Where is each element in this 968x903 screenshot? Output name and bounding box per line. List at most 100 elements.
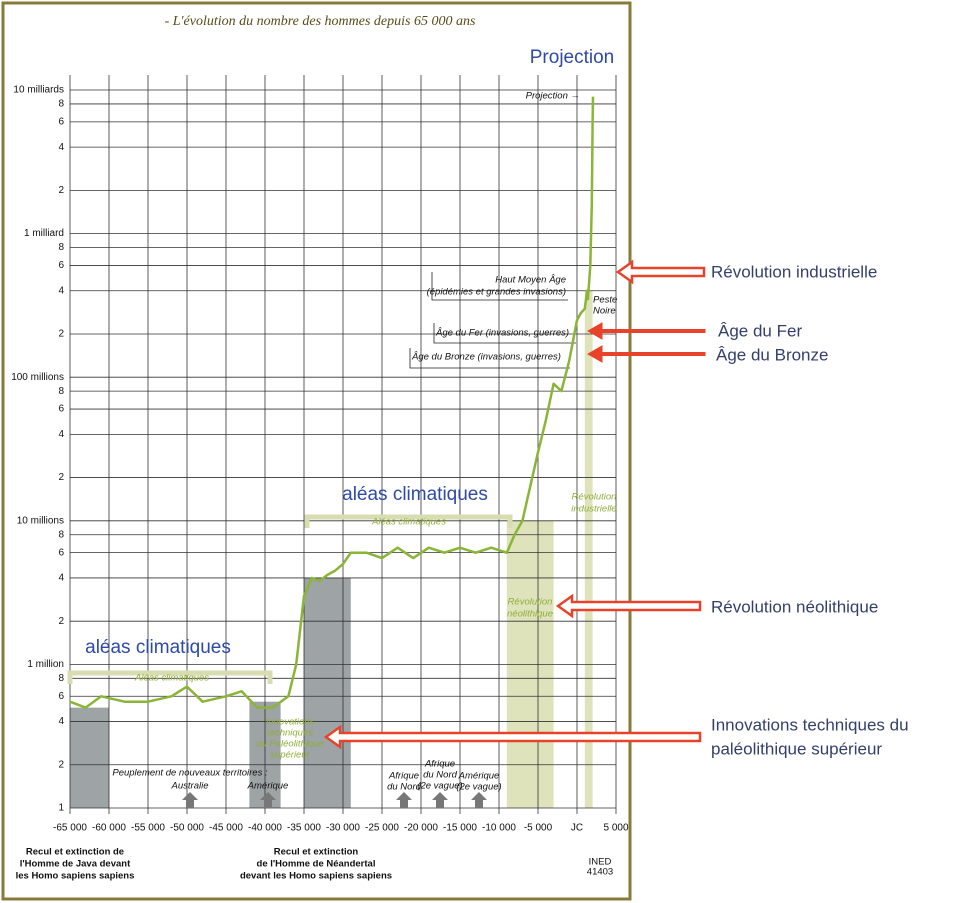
y-tick-label: 6 bbox=[58, 547, 64, 558]
annotation: Aléas climatiques bbox=[371, 517, 446, 528]
annotation: (2e vague) bbox=[456, 782, 501, 793]
y-tick-label: 6 bbox=[58, 116, 64, 127]
annotation: l'Homme de Java devant bbox=[20, 859, 131, 870]
y-tick-label: 1 million bbox=[27, 659, 64, 670]
annotation: les Homo sapiens sapiens bbox=[16, 871, 135, 882]
annotation: Projection → bbox=[526, 91, 580, 102]
annotation: Innovations bbox=[266, 717, 315, 728]
y-tick-label: 8 bbox=[58, 673, 64, 684]
y-tick-label: 8 bbox=[58, 386, 64, 397]
y-tick-label: 2 bbox=[58, 185, 64, 196]
callout-label: Innovations techniques du bbox=[711, 715, 909, 734]
y-tick-label: 1 bbox=[58, 803, 64, 814]
y-tick-label: 6 bbox=[58, 691, 64, 702]
x-tick-label: -50 000 bbox=[170, 823, 204, 834]
y-tick-label: 100 millions bbox=[11, 372, 64, 383]
decorations bbox=[67, 259, 706, 808]
x-tick-label: -30 000 bbox=[326, 823, 360, 834]
x-tick-label: -65 000 bbox=[53, 823, 87, 834]
y-tick-label: 4 bbox=[58, 716, 64, 727]
y-tick-label: 10 milliards bbox=[13, 85, 64, 96]
red-arrow bbox=[323, 724, 702, 750]
annotation: industrielle bbox=[571, 504, 616, 515]
pointer-line bbox=[431, 272, 568, 301]
red-arrow bbox=[586, 345, 706, 363]
annotation: Noire bbox=[593, 306, 616, 317]
y-tick-label: 2 bbox=[58, 759, 64, 770]
y-tick-label: 4 bbox=[58, 429, 64, 440]
pointer-line bbox=[433, 323, 576, 344]
annotation: techniques bbox=[267, 728, 313, 739]
y-tick-label: 4 bbox=[58, 285, 64, 296]
y-tick-label: 10 millions bbox=[17, 515, 64, 526]
annotation: Amérique bbox=[247, 781, 289, 792]
x-tick-label: -20 000 bbox=[404, 823, 438, 834]
y-tick-label: 6 bbox=[58, 404, 64, 415]
x-tick-label: -5 000 bbox=[524, 823, 553, 834]
annotation: de l'Homme de Néandertal bbox=[257, 859, 376, 870]
annotation: Afrique bbox=[388, 771, 419, 782]
annotation: Australie bbox=[171, 781, 209, 792]
annotation: INED bbox=[589, 857, 612, 868]
x-tick-label: -55 000 bbox=[131, 823, 165, 834]
x-tick-label: -45 000 bbox=[209, 823, 243, 834]
y-tick-label: 2 bbox=[58, 472, 64, 483]
callout-label: paléolithique supérieur bbox=[711, 739, 882, 758]
migration-arrow bbox=[260, 792, 276, 808]
callout-label: aléas climatiques bbox=[342, 484, 488, 505]
annotation: Recul et extinction de bbox=[26, 847, 124, 858]
annotation: Révolution bbox=[508, 597, 553, 608]
red-arrow bbox=[615, 259, 706, 285]
x-tick-label: -15 000 bbox=[443, 823, 477, 834]
annotation: du Nord bbox=[423, 770, 458, 781]
period-band bbox=[584, 290, 593, 809]
annotation: du Paléolithique bbox=[256, 739, 324, 750]
x-tick-label: -35 000 bbox=[287, 823, 321, 834]
callout-label: aléas climatiques bbox=[85, 637, 231, 658]
y-tick-label: 8 bbox=[58, 529, 64, 540]
migration-arrow bbox=[182, 792, 198, 808]
annotation: Afrique bbox=[424, 759, 455, 770]
x-tick-label: -40 000 bbox=[248, 823, 282, 834]
migration-arrow bbox=[396, 792, 412, 808]
y-tick-label: 1 milliard bbox=[24, 228, 64, 239]
chart-title: - L'évolution du nombre des hommes depui… bbox=[165, 14, 476, 29]
annotation: 41403 bbox=[587, 867, 613, 878]
y-tick-label: 2 bbox=[58, 329, 64, 340]
y-tick-label: 8 bbox=[58, 242, 64, 253]
annotation: Peste bbox=[593, 295, 617, 306]
annotation: Aléas climatiques bbox=[134, 673, 209, 684]
grid bbox=[69, 75, 617, 814]
annotations: 1 2 4 6 8 1 million 2 4 6 8 10 millions 2 4 6 8 100 mil… bbox=[11, 47, 908, 882]
annotation: Âge du Fer (invasions, guerres) bbox=[435, 328, 569, 339]
period-band bbox=[304, 577, 351, 808]
annotation: néolithique bbox=[507, 609, 553, 620]
red-arrow bbox=[586, 322, 706, 340]
annotation: du Nord bbox=[387, 782, 422, 793]
annotation: devant les Homo sapiens sapiens bbox=[240, 871, 392, 882]
population-line bbox=[69, 96, 595, 709]
annotation: supérieur bbox=[270, 750, 310, 761]
annotation: Révolution bbox=[572, 492, 617, 503]
callout-label: Projection bbox=[530, 47, 615, 68]
annotation: Amérique bbox=[458, 771, 500, 782]
x-tick-label: JC bbox=[571, 823, 583, 834]
red-arrow bbox=[555, 593, 702, 619]
annotation: (2e vague) bbox=[417, 781, 462, 792]
pointer-line bbox=[409, 348, 570, 369]
annotation: Recul et extinction bbox=[274, 847, 359, 858]
series bbox=[69, 96, 595, 709]
y-tick-label: 4 bbox=[58, 142, 64, 153]
annotation: Haut Moyen Âge bbox=[495, 275, 566, 286]
callout-label: Âge du Fer bbox=[718, 321, 802, 340]
bracket bbox=[67, 670, 273, 684]
x-tick-label: 5 000 bbox=[603, 823, 628, 834]
migration-arrow bbox=[471, 792, 487, 808]
x-tick-label: -25 000 bbox=[365, 823, 399, 834]
y-tick-label: 2 bbox=[58, 616, 64, 627]
bracket bbox=[304, 514, 513, 528]
annotation: (épidémies et grandes invasions) bbox=[427, 287, 566, 298]
migration-arrow bbox=[432, 792, 448, 808]
